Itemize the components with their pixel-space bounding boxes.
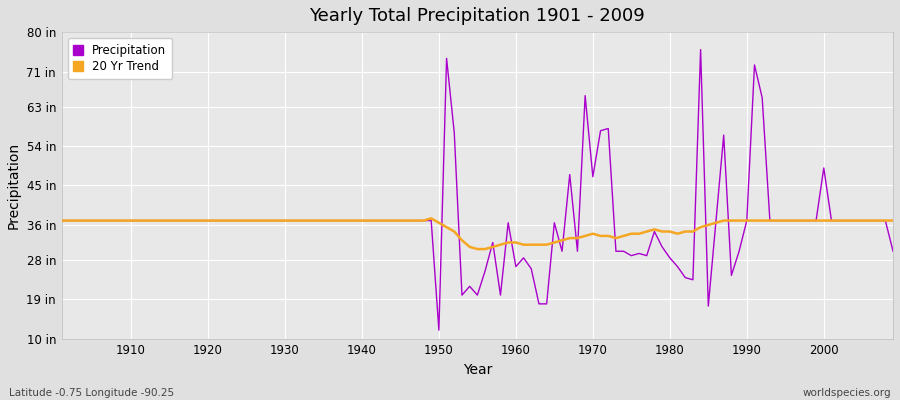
Legend: Precipitation, 20 Yr Trend: Precipitation, 20 Yr Trend bbox=[68, 38, 173, 79]
Precipitation bbox=[510, 264, 521, 269]
20 Yr Trend bbox=[518, 242, 529, 247]
Line: 20 Yr Trend: 20 Yr Trend bbox=[62, 218, 893, 249]
Precipitation bbox=[695, 47, 706, 52]
20 Yr Trend bbox=[118, 218, 129, 223]
20 Yr Trend bbox=[526, 242, 536, 247]
X-axis label: Year: Year bbox=[463, 363, 492, 377]
Title: Yearly Total Precipitation 1901 - 2009: Yearly Total Precipitation 1901 - 2009 bbox=[310, 7, 645, 25]
Precipitation bbox=[57, 218, 68, 223]
Precipitation bbox=[518, 256, 529, 260]
20 Yr Trend bbox=[57, 218, 68, 223]
Precipitation bbox=[287, 218, 298, 223]
Precipitation bbox=[610, 249, 621, 254]
Precipitation bbox=[118, 218, 129, 223]
20 Yr Trend bbox=[333, 218, 344, 223]
Precipitation bbox=[333, 218, 344, 223]
20 Yr Trend bbox=[426, 216, 436, 221]
20 Yr Trend bbox=[472, 247, 482, 252]
Y-axis label: Precipitation: Precipitation bbox=[7, 142, 21, 229]
20 Yr Trend bbox=[618, 234, 629, 238]
20 Yr Trend bbox=[887, 218, 898, 223]
Precipitation bbox=[887, 249, 898, 254]
Text: worldspecies.org: worldspecies.org bbox=[803, 388, 891, 398]
20 Yr Trend bbox=[287, 218, 298, 223]
Text: Latitude -0.75 Longitude -90.25: Latitude -0.75 Longitude -90.25 bbox=[9, 388, 174, 398]
Line: Precipitation: Precipitation bbox=[62, 50, 893, 330]
Precipitation bbox=[434, 328, 445, 332]
